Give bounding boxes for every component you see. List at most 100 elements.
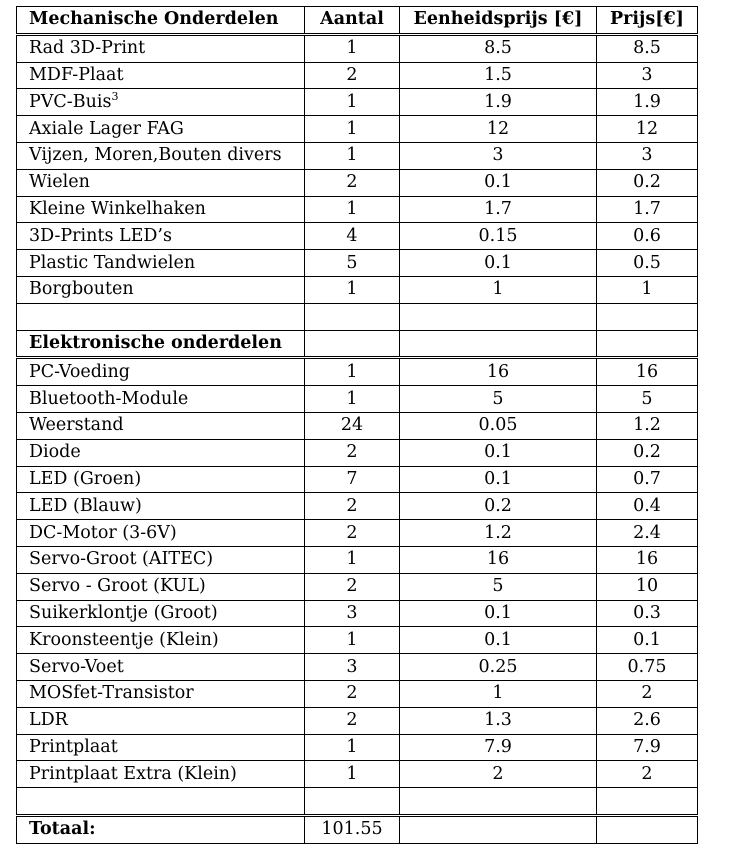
table-row: MOSfet-Transistor 2 1 2	[16, 680, 698, 708]
part-name: MOSfet-Transistor	[16, 680, 305, 708]
total-section: Totaal: 101.55	[16, 787, 698, 844]
quantity-cell: 2	[304, 573, 400, 601]
table-row: PC-Voeding 1 16 16	[16, 357, 698, 386]
quantity-cell: 2	[304, 62, 400, 89]
quantity-cell: 5	[304, 249, 400, 277]
part-name: Servo-Voet	[16, 653, 305, 681]
part-name: Servo - Groot (KUL)	[16, 573, 305, 601]
quantity-cell: 1	[304, 385, 400, 413]
part-name: LDR	[16, 707, 305, 735]
unit-price-cell: 3	[399, 142, 597, 170]
quantity-cell: 24	[304, 412, 400, 440]
mechanical-section: Rad 3D-Print 1 8.5 8.5 MDF-Plaat 2 1.5 3 PVC-Bui…	[16, 34, 698, 304]
unit-price-cell: 2	[399, 760, 597, 788]
quantity-cell: 1	[304, 88, 400, 116]
price-cell: 10	[596, 573, 698, 601]
electronic-title: Elektronische onderdelen	[16, 330, 305, 358]
table-row: Servo-Groot (AITEC) 1 16 16	[16, 546, 698, 574]
price-cell: 0.75	[596, 653, 698, 681]
quantity-cell: 2	[304, 680, 400, 708]
unit-price-cell: 16	[399, 357, 597, 386]
unit-price-cell: 5	[399, 385, 597, 413]
quantity-cell: 1	[304, 734, 400, 761]
table-row: Axiale Lager FAG 1 12 12	[16, 115, 698, 143]
quantity-cell: 2	[304, 492, 400, 520]
part-name: Rad 3D-Print	[16, 34, 305, 63]
header-part: Mechanische Onderdelen	[16, 6, 305, 35]
quantity-cell: 1	[304, 760, 400, 788]
total-label: Totaal:	[16, 815, 305, 844]
price-cell: 16	[596, 546, 698, 574]
table-row: Suikerklontje (Groot) 3 0.1 0.3	[16, 600, 698, 627]
quantity-cell: 1	[304, 34, 400, 63]
table-row: LED (Groen) 7 0.1 0.7	[16, 466, 698, 493]
empty-row	[16, 787, 698, 816]
unit-price-cell: 1	[399, 680, 597, 708]
price-cell: 2.4	[596, 519, 698, 547]
unit-price-cell: 0.25	[399, 653, 597, 681]
unit-price-cell: 0.1	[399, 466, 597, 493]
electronic-section: PC-Voeding 1 16 16 Bluetooth-Module 1 5 5 Weerst…	[16, 357, 698, 788]
part-name: LED (Blauw)	[16, 492, 305, 520]
header-price: Prijs[€]	[596, 6, 698, 35]
empty-row	[16, 303, 698, 331]
part-name: Printplaat Extra (Klein)	[16, 760, 305, 788]
unit-price-cell: 1.9	[399, 88, 597, 116]
part-name: Suikerklontje (Groot)	[16, 600, 305, 627]
price-cell: 0.2	[596, 439, 698, 467]
part-name: DC-Motor (3-6V)	[16, 519, 305, 547]
table-row: Servo-Voet 3 0.25 0.75	[16, 653, 698, 681]
table-row: Wielen 2 0.1 0.2	[16, 169, 698, 197]
unit-price-cell: 1.5	[399, 62, 597, 89]
price-cell: 7.9	[596, 734, 698, 761]
part-name: Weerstand	[16, 412, 305, 440]
price-cell: 0.6	[596, 222, 698, 250]
price-cell: 1	[596, 276, 698, 304]
price-cell: 0.5	[596, 249, 698, 277]
part-name: Printplaat	[16, 734, 305, 761]
table-row: Plastic Tandwielen 5 0.1 0.5	[16, 249, 698, 277]
unit-price-cell: 7.9	[399, 734, 597, 761]
quantity-cell: 2	[304, 707, 400, 735]
part-name: Servo-Groot (AITEC)	[16, 546, 305, 574]
table-row: Servo - Groot (KUL) 2 5 10	[16, 573, 698, 601]
part-name: LED (Groen)	[16, 466, 305, 493]
table-row: Vijzen, Moren,Bouten divers 1 3 3	[16, 142, 698, 170]
part-name: Bluetooth-Module	[16, 385, 305, 413]
unit-price-cell: 0.2	[399, 492, 597, 520]
header-row: Mechanische Onderdelen Aantal Eenheidspr…	[16, 6, 698, 35]
unit-price-cell: 0.1	[399, 249, 597, 277]
price-cell: 0.3	[596, 600, 698, 627]
price-cell: 2	[596, 680, 698, 708]
table-row: Weerstand 24 0.05 1.2	[16, 412, 698, 440]
table-row: LED (Blauw) 2 0.2 0.4	[16, 492, 698, 520]
table-row: Kleine Winkelhaken 1 1.7 1.7	[16, 196, 698, 223]
quantity-cell: 2	[304, 439, 400, 467]
table-row: Printplaat Extra (Klein) 1 2 2	[16, 760, 698, 788]
quantity-cell: 1	[304, 276, 400, 304]
part-name: Diode	[16, 439, 305, 467]
price-cell: 12	[596, 115, 698, 143]
quantity-cell: 1	[304, 142, 400, 170]
unit-price-cell: 0.1	[399, 169, 597, 197]
price-cell: 5	[596, 385, 698, 413]
table-row: 3D-Prints LED’s 4 0.15 0.6	[16, 222, 698, 250]
part-name: Axiale Lager FAG	[16, 115, 305, 143]
quantity-cell: 1	[304, 546, 400, 574]
price-cell: 8.5	[596, 34, 698, 63]
unit-price-cell: 0.05	[399, 412, 597, 440]
part-name: Kroonsteentje (Klein)	[16, 626, 305, 654]
part-name: Borgbouten	[16, 276, 305, 304]
unit-price-cell: 8.5	[399, 34, 597, 63]
table-row: Diode 2 0.1 0.2	[16, 439, 698, 467]
unit-price-cell: 1.7	[399, 196, 597, 223]
unit-price-cell: 1.3	[399, 707, 597, 735]
parts-table: Mechanische Onderdelen Aantal Eenheidspr…	[16, 6, 698, 844]
table-row: Borgbouten 1 1 1	[16, 276, 698, 304]
price-cell: 1.9	[596, 88, 698, 116]
price-cell: 16	[596, 357, 698, 386]
table-row: Printplaat 1 7.9 7.9	[16, 734, 698, 761]
quantity-cell: 2	[304, 519, 400, 547]
table-row: LDR 2 1.3 2.6	[16, 707, 698, 735]
header-unit-price: Eenheidsprijs [€]	[399, 6, 597, 35]
